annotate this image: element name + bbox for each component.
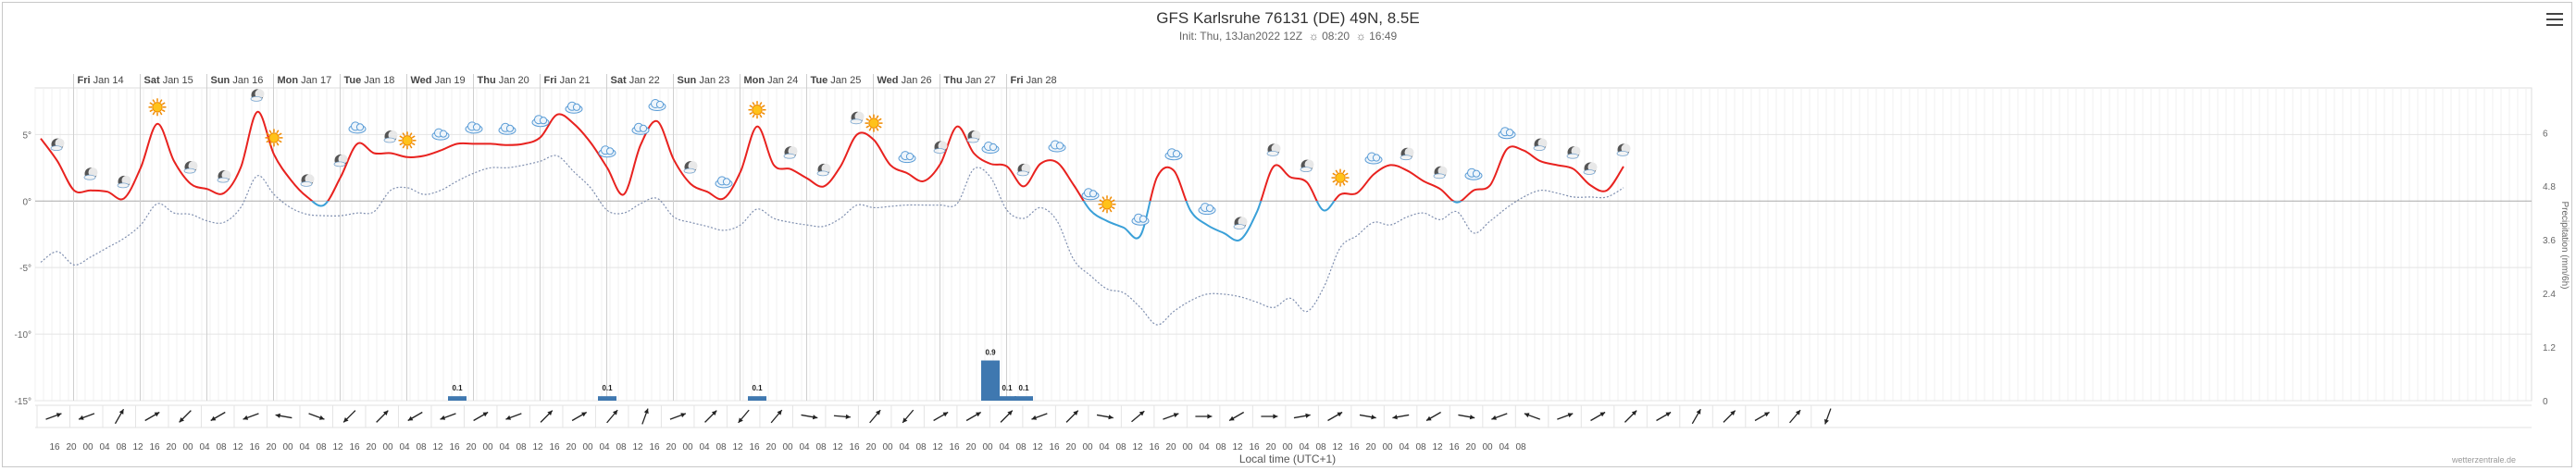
sunset-time: 16:49 — [1369, 30, 1398, 43]
chart-subtitle: Init: Thu, 13Jan2022 12Z ☼ 08:20 ☼ 16:49 — [0, 30, 2576, 43]
init-time: Init: Thu, 13Jan2022 12Z — [1178, 30, 1303, 43]
sunrise-time: 08:20 — [1322, 30, 1350, 43]
hamburger-menu-icon[interactable] — [2546, 13, 2563, 26]
sunset-icon: ☼ — [1355, 30, 1366, 43]
sunrise-icon: ☼ — [1308, 30, 1319, 43]
chart-header: GFS Karlsruhe 76131 (DE) 49N, 8.5E Init:… — [0, 9, 2576, 43]
chart-title: GFS Karlsruhe 76131 (DE) 49N, 8.5E — [1156, 9, 1420, 27]
